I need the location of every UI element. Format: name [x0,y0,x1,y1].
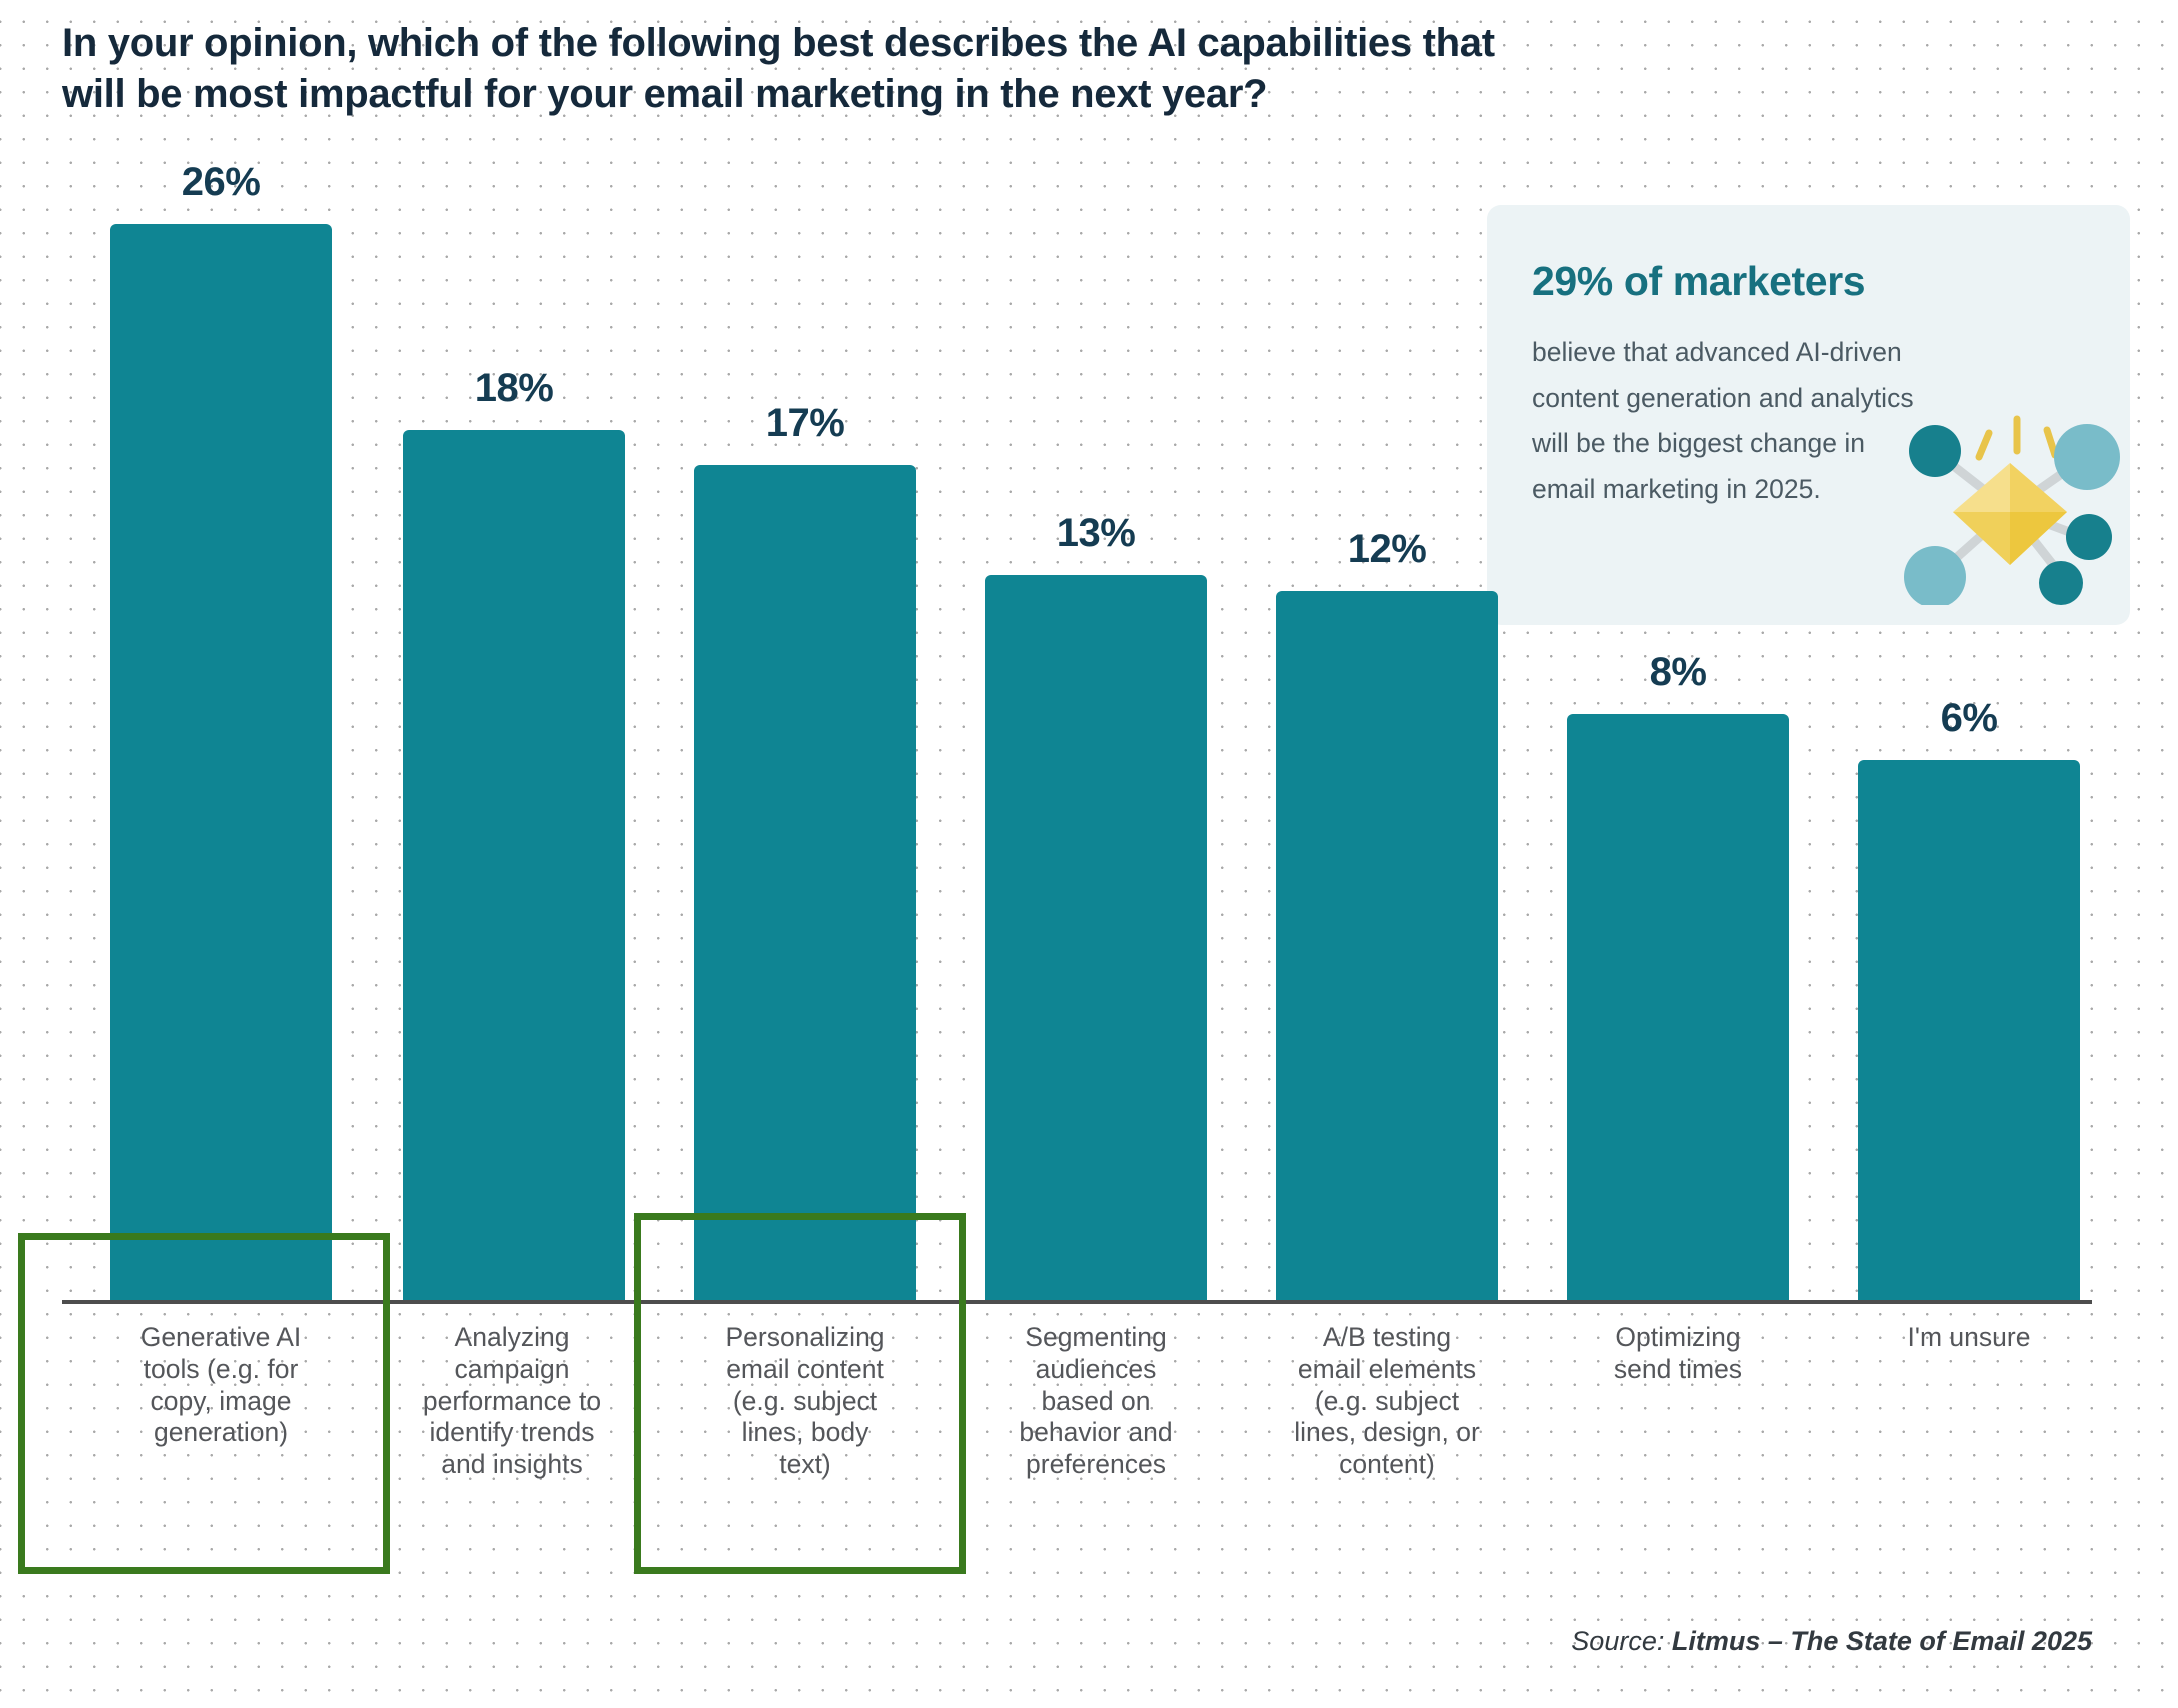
callout-card [1487,205,2130,625]
highlight-personalizing-email-content [634,1213,966,1574]
x-axis-tick-label: A/B testing email elements (e.g. subject… [1294,1322,1480,1480]
bar-generative-ai [110,224,332,1300]
bar-optimizing-send-times [1567,714,1789,1300]
source-note: Source: Litmus – The State of Email 2025 [1571,1626,2092,1657]
callout-headline: 29% of marketers [1532,258,1866,304]
bar-ab-testing [1276,591,1498,1300]
bar-value-label: 8% [1649,650,1707,694]
bar-value-label: 26% [181,160,261,204]
x-axis-tick-label: Segmenting audiences based on behavior a… [1019,1322,1173,1480]
bar-value-label: 18% [474,366,554,410]
x-axis-tick-label: Generative AI tools (e.g. for copy, imag… [140,1322,302,1448]
source-label: Source: [1571,1626,1672,1656]
bar-analyzing-campaign [403,430,625,1300]
bar-value-label: 17% [765,401,845,445]
x-axis-tick-label: Optimizing send times [1613,1322,1743,1384]
x-axis-tick-label: Analyzing campaign performance to identi… [422,1322,602,1480]
highlight-generative-ai [18,1233,390,1574]
page-title: In your opinion, which of the following … [62,21,1495,117]
bar-value-label: 12% [1347,527,1427,571]
bar-value-label: 13% [1056,511,1136,555]
x-axis-tick-label: Personalizing email content (e.g. subjec… [725,1322,885,1480]
x-axis-line [62,1300,2092,1304]
bar-value-label: 6% [1940,696,1998,740]
bar-personalizing-content [694,465,916,1300]
bar-segmenting-audiences [985,575,1207,1300]
callout-body-text: believe that advanced AI-driven content … [1532,337,1914,504]
bar-im-unsure [1858,760,2080,1300]
ai-network-diamond-icon [1895,375,2125,608]
x-axis-tick-label: I'm unsure [1907,1322,2031,1352]
source-name: Litmus – The State of Email 2025 [1671,1626,2092,1656]
